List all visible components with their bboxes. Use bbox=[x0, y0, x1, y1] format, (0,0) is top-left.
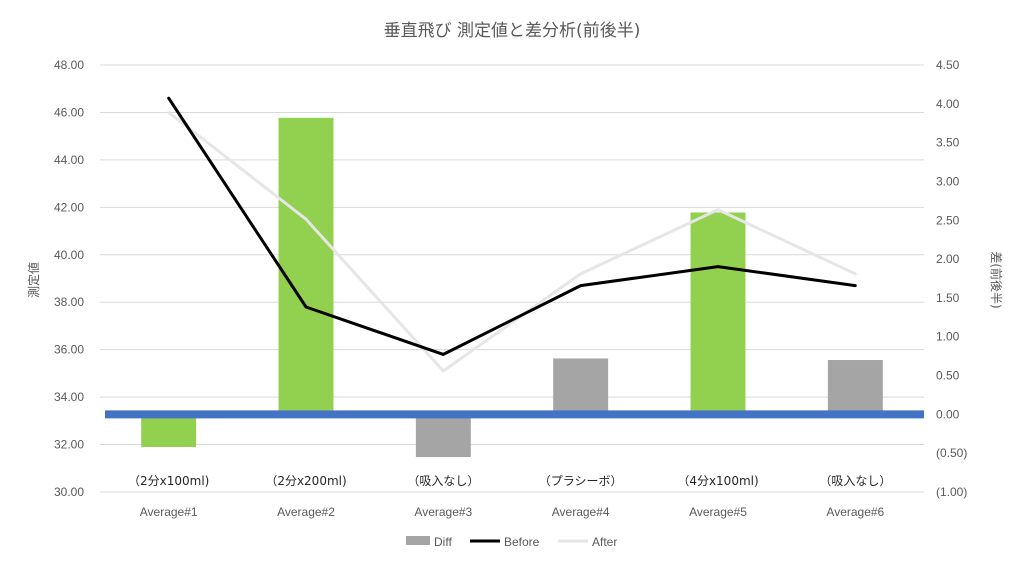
right-tick-label: 1.00 bbox=[936, 330, 960, 344]
legend: Diff Before After bbox=[406, 535, 617, 549]
diff-bars bbox=[105, 117, 924, 458]
category-note: （2分x200ml) bbox=[265, 474, 346, 488]
category-labels: （2分x100ml) Average#1 （2分x200ml) Average#2 （吸… bbox=[128, 474, 891, 519]
right-tick-label: 4.00 bbox=[936, 97, 960, 111]
chart-title: 垂直飛び 測定値と差分析(前後半) bbox=[384, 21, 641, 41]
series-line-after bbox=[167, 110, 857, 373]
right-tick-label: 2.00 bbox=[936, 252, 960, 266]
category-note: （2分x100ml) bbox=[128, 474, 209, 488]
legend-label: Before bbox=[504, 535, 540, 549]
legend-label: After bbox=[592, 535, 617, 549]
right-tick-label: 1.50 bbox=[936, 291, 960, 305]
right-tick-label: 2.50 bbox=[936, 213, 960, 227]
left-axis-title: 測定値 bbox=[26, 262, 41, 298]
right-tick-label: (1.00) bbox=[936, 485, 967, 499]
right-tick-label: 3.00 bbox=[936, 174, 960, 188]
legend-swatch-diff bbox=[406, 536, 430, 545]
left-axis-ticks: 30.00 32.00 34.00 36.00 38.00 40.00 42.00 44.00… bbox=[54, 58, 84, 499]
right-axis-ticks: (1.00) (0.50) 0.00 0.50 1.00 1.50 2.00 2.50 3.00… bbox=[936, 58, 967, 499]
diff-bar bbox=[827, 360, 883, 415]
category-label: Average#4 bbox=[552, 505, 610, 519]
right-tick-label: 4.50 bbox=[936, 58, 960, 72]
category-label: Average#2 bbox=[277, 505, 335, 519]
diff-bar bbox=[141, 414, 197, 447]
right-axis-title: 差(前後半) bbox=[989, 251, 1004, 308]
left-tick-label: 32.00 bbox=[54, 438, 84, 452]
left-tick-label: 40.00 bbox=[54, 248, 84, 262]
left-tick-label: 48.00 bbox=[54, 58, 84, 72]
left-tick-label: 30.00 bbox=[54, 485, 84, 499]
left-tick-label: 34.00 bbox=[54, 390, 84, 404]
diff-bar bbox=[690, 212, 746, 415]
right-tick-label: 3.50 bbox=[936, 136, 960, 150]
left-tick-label: 36.00 bbox=[54, 343, 84, 357]
category-note: （吸入なし） bbox=[407, 474, 479, 488]
category-label: Average#5 bbox=[689, 505, 747, 519]
category-label: Average#3 bbox=[414, 505, 472, 519]
left-tick-label: 44.00 bbox=[54, 153, 84, 167]
line-series bbox=[167, 96, 857, 373]
diff-bar bbox=[553, 358, 609, 415]
left-tick-label: 42.00 bbox=[54, 200, 84, 214]
category-label: Average#6 bbox=[826, 505, 884, 519]
category-label: Average#1 bbox=[140, 505, 198, 519]
diff-bar bbox=[415, 414, 471, 458]
right-tick-label: 0.00 bbox=[936, 407, 960, 421]
left-tick-label: 46.00 bbox=[54, 105, 84, 119]
gridlines bbox=[100, 64, 924, 493]
right-tick-label: (0.50) bbox=[936, 446, 967, 460]
left-tick-label: 38.00 bbox=[54, 295, 84, 309]
legend-label: Diff bbox=[434, 535, 452, 549]
series-line-before bbox=[167, 96, 857, 356]
category-note: （吸入なし） bbox=[819, 474, 891, 488]
category-note: （4分x100ml) bbox=[677, 474, 758, 488]
diff-bar bbox=[278, 117, 334, 415]
category-note: （プラシーボ） bbox=[539, 474, 623, 488]
right-tick-label: 0.50 bbox=[936, 369, 960, 383]
